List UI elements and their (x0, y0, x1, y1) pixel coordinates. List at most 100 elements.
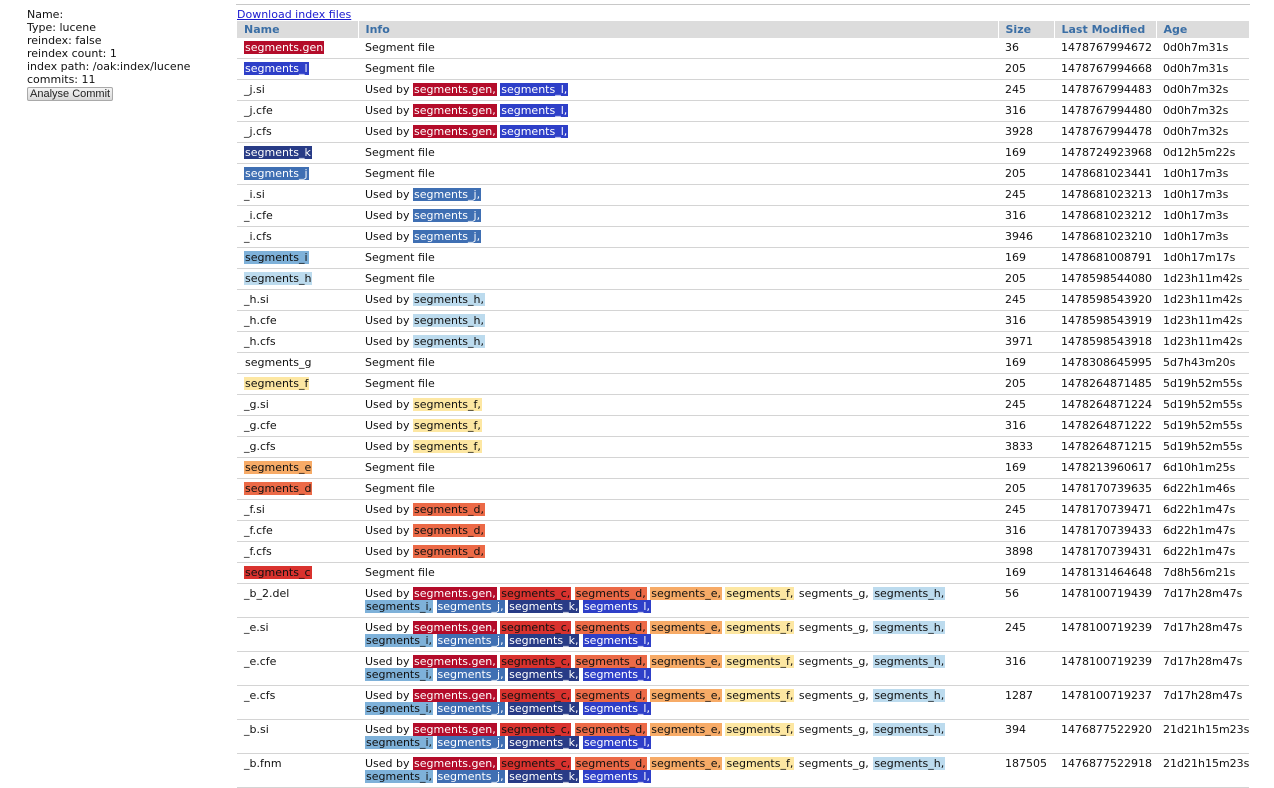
file-info-cell: Used by segments_h, (358, 331, 998, 353)
file-name: segments_i (244, 251, 309, 264)
age-cell: 1d23h11m42s (1156, 289, 1249, 311)
file-info-text: Segment file (365, 167, 435, 180)
used-by-segment: segments_f, (413, 419, 482, 432)
age-cell: 1d0h17m3s (1156, 163, 1249, 185)
table-body: segments.gen Segment file 36 1478767994672 0… (237, 38, 1249, 788)
file-name: segments_c (244, 566, 312, 579)
file-size-cell: 3946 (998, 226, 1054, 248)
last-modified-cell: 1478170739433 (1054, 520, 1156, 542)
used-by-segment: segments_k, (508, 702, 580, 715)
table-row: _f.si Used by segments_d, 245 1478170739471… (237, 499, 1249, 521)
file-size-cell: 3833 (998, 436, 1054, 458)
last-modified-cell: 1478724923968 (1054, 142, 1156, 164)
file-info-cell: Used by segments_j, (358, 205, 998, 227)
file-name-cell: segments_d (237, 478, 358, 500)
used-by-segment: segments_c, (500, 723, 572, 736)
file-size-cell: 187505 (998, 753, 1054, 788)
file-name-cell: _f.si (237, 499, 358, 521)
last-modified-cell: 1478598543918 (1054, 331, 1156, 353)
used-by-segment: segments_i, (365, 736, 434, 749)
file-name-cell: _e.cfe (237, 651, 358, 686)
used-by-segment: segments_f, (725, 655, 795, 668)
table-row: _i.cfs Used by segments_j, 3946 14786810232… (237, 226, 1249, 248)
age-cell: 1d0h17m17s (1156, 247, 1249, 269)
table-row: _j.cfe Used by segments.gen, segments_l, 3… (237, 100, 1249, 122)
file-name-cell: segments_e (237, 457, 358, 479)
file-info-text: Segment file (365, 272, 435, 285)
used-by-segment: segments_c, (500, 757, 572, 770)
table-row: _b.si Used by segments.gen, segments_c, s… (237, 719, 1249, 754)
file-name-cell: _e.si (237, 617, 358, 652)
used-by-label: Used by (365, 125, 410, 138)
index-path-line: index path: /oak:index/lucene (27, 60, 191, 73)
used-by-label: Used by (365, 83, 410, 96)
age-cell: 0d12h5m22s (1156, 142, 1249, 164)
file-name-cell: _j.cfe (237, 100, 358, 122)
used-by-label: Used by (365, 230, 410, 243)
file-name-cell: segments_h (237, 268, 358, 290)
used-by-label: Used by (365, 335, 410, 348)
last-modified-cell: 1478264871224 (1054, 394, 1156, 416)
analyse-commit-button[interactable]: Analyse Commit (27, 87, 114, 101)
age-cell: 0d0h7m32s (1156, 100, 1249, 122)
last-modified-cell: 1478131464648 (1054, 562, 1156, 584)
table-row: _e.si Used by segments.gen, segments_c, s… (237, 617, 1249, 652)
file-size-cell: 205 (998, 373, 1054, 395)
used-by-segment: segments.gen, (413, 723, 497, 736)
used-by-segment: segments_c, (500, 655, 572, 668)
used-by-segment: segments_h, (873, 655, 946, 668)
used-by-segment: segments_e, (650, 655, 722, 668)
used-by-segment: segments_g, (797, 587, 870, 600)
file-info-text: Segment file (365, 356, 435, 369)
last-modified-cell: 1478767994480 (1054, 100, 1156, 122)
table-row: segments_g Segment file 169 1478308645995 5d… (237, 352, 1249, 374)
file-name: _b.si (244, 723, 269, 736)
file-name-cell: segments.gen (237, 38, 358, 59)
file-info-cell: Used by segments.gen, segments_c, segmen… (358, 617, 998, 652)
table-row: _h.cfs Used by segments_h, 3971 14785985439… (237, 331, 1249, 353)
used-by-segment: segments_h, (413, 335, 485, 348)
file-name: _g.cfe (244, 419, 277, 432)
column-header-size[interactable]: Size (998, 21, 1055, 38)
used-by-segment: segments_e, (650, 757, 722, 770)
file-name-cell: _i.cfs (237, 226, 358, 248)
column-header-last-modified[interactable]: Last Modified (1054, 21, 1157, 38)
file-name-cell: _h.cfe (237, 310, 358, 332)
file-name: _g.si (244, 398, 269, 411)
table-row: _g.cfs Used by segments_f, 3833 14782648712… (237, 436, 1249, 458)
used-by-segment: segments_d, (574, 621, 647, 634)
index-type-line: Type: lucene (27, 21, 97, 34)
column-header-age[interactable]: Age (1156, 21, 1250, 38)
age-cell: 0d0h7m32s (1156, 121, 1249, 143)
used-by-segment: segments_d, (413, 545, 485, 558)
file-name-cell: segments_i (237, 247, 358, 269)
age-cell: 1d0h17m3s (1156, 205, 1249, 227)
age-cell: 1d0h17m3s (1156, 184, 1249, 206)
file-size-cell: 316 (998, 310, 1054, 332)
used-by-segment: segments_f, (413, 440, 482, 453)
used-by-segment: segments_l, (582, 668, 651, 681)
file-size-cell: 316 (998, 205, 1054, 227)
used-by-segment: segments.gen, (413, 104, 497, 117)
file-name: _g.cfs (244, 440, 276, 453)
file-name-cell: _h.cfs (237, 331, 358, 353)
file-name-cell: _j.si (237, 79, 358, 101)
column-header-name[interactable]: Name (237, 21, 359, 38)
used-by-segment: segments_k, (508, 736, 580, 749)
used-by-label: Used by (365, 209, 410, 222)
table-row: _h.cfe Used by segments_h, 316 147859854391… (237, 310, 1249, 332)
file-name: _e.cfe (244, 655, 277, 668)
used-by-segment: segments.gen, (413, 83, 497, 96)
file-info-text: Segment file (365, 461, 435, 474)
download-index-files-link[interactable]: Download index files (237, 8, 352, 21)
last-modified-cell: 1478767994672 (1054, 38, 1156, 59)
table-row: segments_f Segment file 205 1478264871485 5d… (237, 373, 1249, 395)
file-name-cell: _f.cfs (237, 541, 358, 563)
file-size-cell: 169 (998, 562, 1054, 584)
file-size-cell: 36 (998, 38, 1054, 59)
used-by-segment: segments_e, (650, 689, 722, 702)
last-modified-cell: 1476877522920 (1054, 719, 1156, 754)
column-header-info[interactable]: Info (358, 21, 999, 38)
file-info-cell: Used by segments_f, (358, 415, 998, 437)
file-size-cell: 245 (998, 499, 1054, 521)
